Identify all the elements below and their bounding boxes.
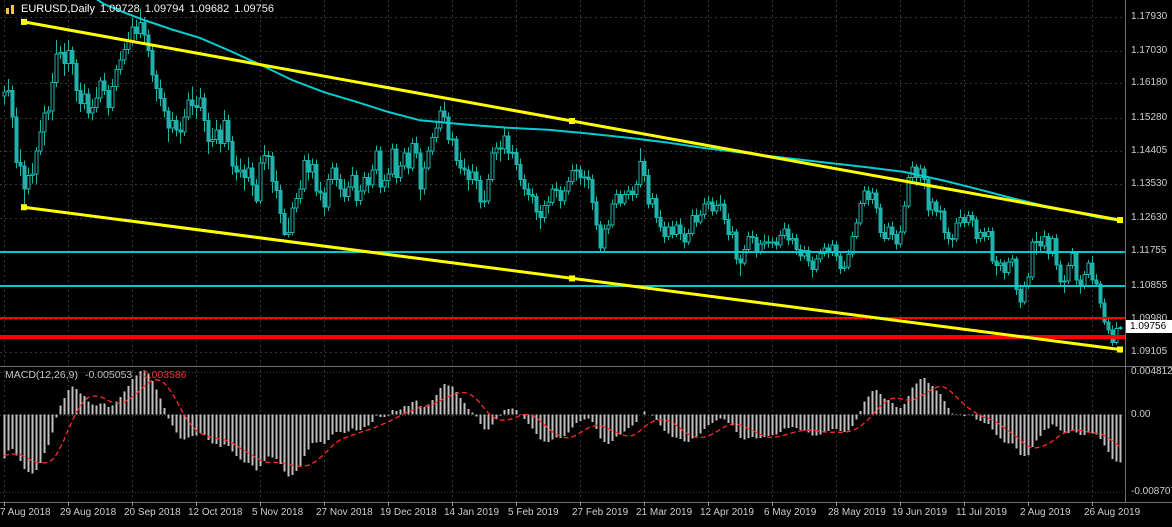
current-price-tag: 1.09756 bbox=[1126, 320, 1172, 334]
trendline-handle[interactable] bbox=[569, 275, 575, 282]
macd-axis-label: -0.008707 bbox=[1131, 486, 1172, 497]
price-axis-label: 1.17930 bbox=[1131, 11, 1168, 22]
time-axis-label: 11 Jul 2019 bbox=[956, 507, 1007, 518]
time-axis-label: 19 Jun 2019 bbox=[892, 507, 948, 518]
price-axis-label: 1.11755 bbox=[1131, 245, 1167, 257]
time-axis-label: 6 May 2019 bbox=[764, 507, 817, 518]
price-axis-label: 1.14405 bbox=[1131, 144, 1168, 156]
moving-average-line[interactable] bbox=[84, 0, 1121, 222]
time-axis-label: 26 Aug 2019 bbox=[1084, 507, 1141, 518]
ohlc-high: 1.09794 bbox=[144, 3, 185, 15]
time-axis[interactable]: 7 Aug 2018 29 Aug 2018 20 Sep 2018 12 Oct 2… bbox=[0, 503, 1172, 527]
ohlc-open: 1.09728 bbox=[99, 3, 140, 15]
time-axis-label: 29 Aug 2018 bbox=[60, 507, 117, 518]
macd-axis-label: 0.004812 bbox=[1131, 366, 1172, 377]
time-axis-label: 27 Feb 2019 bbox=[572, 507, 629, 518]
time-axis-label: 19 Dec 2018 bbox=[380, 507, 437, 518]
time-axis-label: 20 Sep 2018 bbox=[124, 507, 181, 518]
trendline-handle[interactable] bbox=[1117, 346, 1123, 353]
chart-header: EURUSD,Daily 1.09728 1.09794 1.09682 1.0… bbox=[5, 3, 274, 15]
time-axis-label: 5 Nov 2018 bbox=[252, 507, 304, 518]
time-axis-label: 2 Aug 2019 bbox=[1020, 507, 1071, 518]
time-axis-label: 7 Aug 2018 bbox=[0, 507, 51, 518]
trendline-handle[interactable] bbox=[21, 204, 27, 211]
time-axis-label: 27 Nov 2018 bbox=[316, 507, 373, 518]
panel-separators bbox=[0, 0, 1172, 506]
trendline-handle[interactable] bbox=[21, 18, 27, 25]
trendline-handle[interactable] bbox=[1117, 217, 1123, 224]
price-axis[interactable]: 1.09756 1.17930 1.17030 1.16180 1.15280 1.14… bbox=[1126, 0, 1172, 502]
trendline-handle[interactable] bbox=[569, 118, 575, 124]
price-axis-label: 1.15280 bbox=[1131, 111, 1168, 123]
time-axis-label: 12 Oct 2018 bbox=[188, 507, 243, 518]
time-axis-label: 28 May 2019 bbox=[828, 507, 886, 518]
ohlc-close: 1.09756 bbox=[234, 3, 275, 15]
time-axis-label: 14 Jan 2019 bbox=[444, 507, 500, 518]
macd-name: MACD(12,26,9) bbox=[5, 369, 78, 381]
chart-icon bbox=[5, 4, 16, 15]
candlestick-series[interactable] bbox=[2, 8, 1123, 347]
macd-signal-line bbox=[3, 379, 1121, 467]
macd-histogram bbox=[3, 370, 1122, 477]
macd-signal-value: -0.003586 bbox=[139, 369, 187, 381]
macd-axis-label: 0.00 bbox=[1131, 408, 1151, 420]
ohlc-low: 1.09682 bbox=[189, 3, 230, 15]
price-axis-label: 1.17030 bbox=[1131, 45, 1168, 57]
price-axis-label: 1.13530 bbox=[1131, 178, 1168, 190]
price-axis-label: 1.09105 bbox=[1131, 346, 1168, 357]
macd-main-value: -0.005053 bbox=[84, 369, 133, 381]
price-axis-label: 1.09980 bbox=[1131, 312, 1168, 324]
price-axis-label: 1.10855 bbox=[1131, 279, 1168, 291]
symbol-period-label: EURUSD,Daily bbox=[21, 3, 95, 15]
price-axis-label: 1.16180 bbox=[1131, 77, 1168, 89]
time-axis-label: 5 Feb 2019 bbox=[508, 507, 559, 518]
macd-indicator-label: MACD(12,26,9) -0.005053 -0.003586 bbox=[5, 369, 187, 381]
price-axis-label: 1.12630 bbox=[1131, 212, 1168, 224]
time-axis-label: 21 Mar 2019 bbox=[636, 507, 693, 518]
time-axis-label: 12 Apr 2019 bbox=[700, 507, 754, 518]
